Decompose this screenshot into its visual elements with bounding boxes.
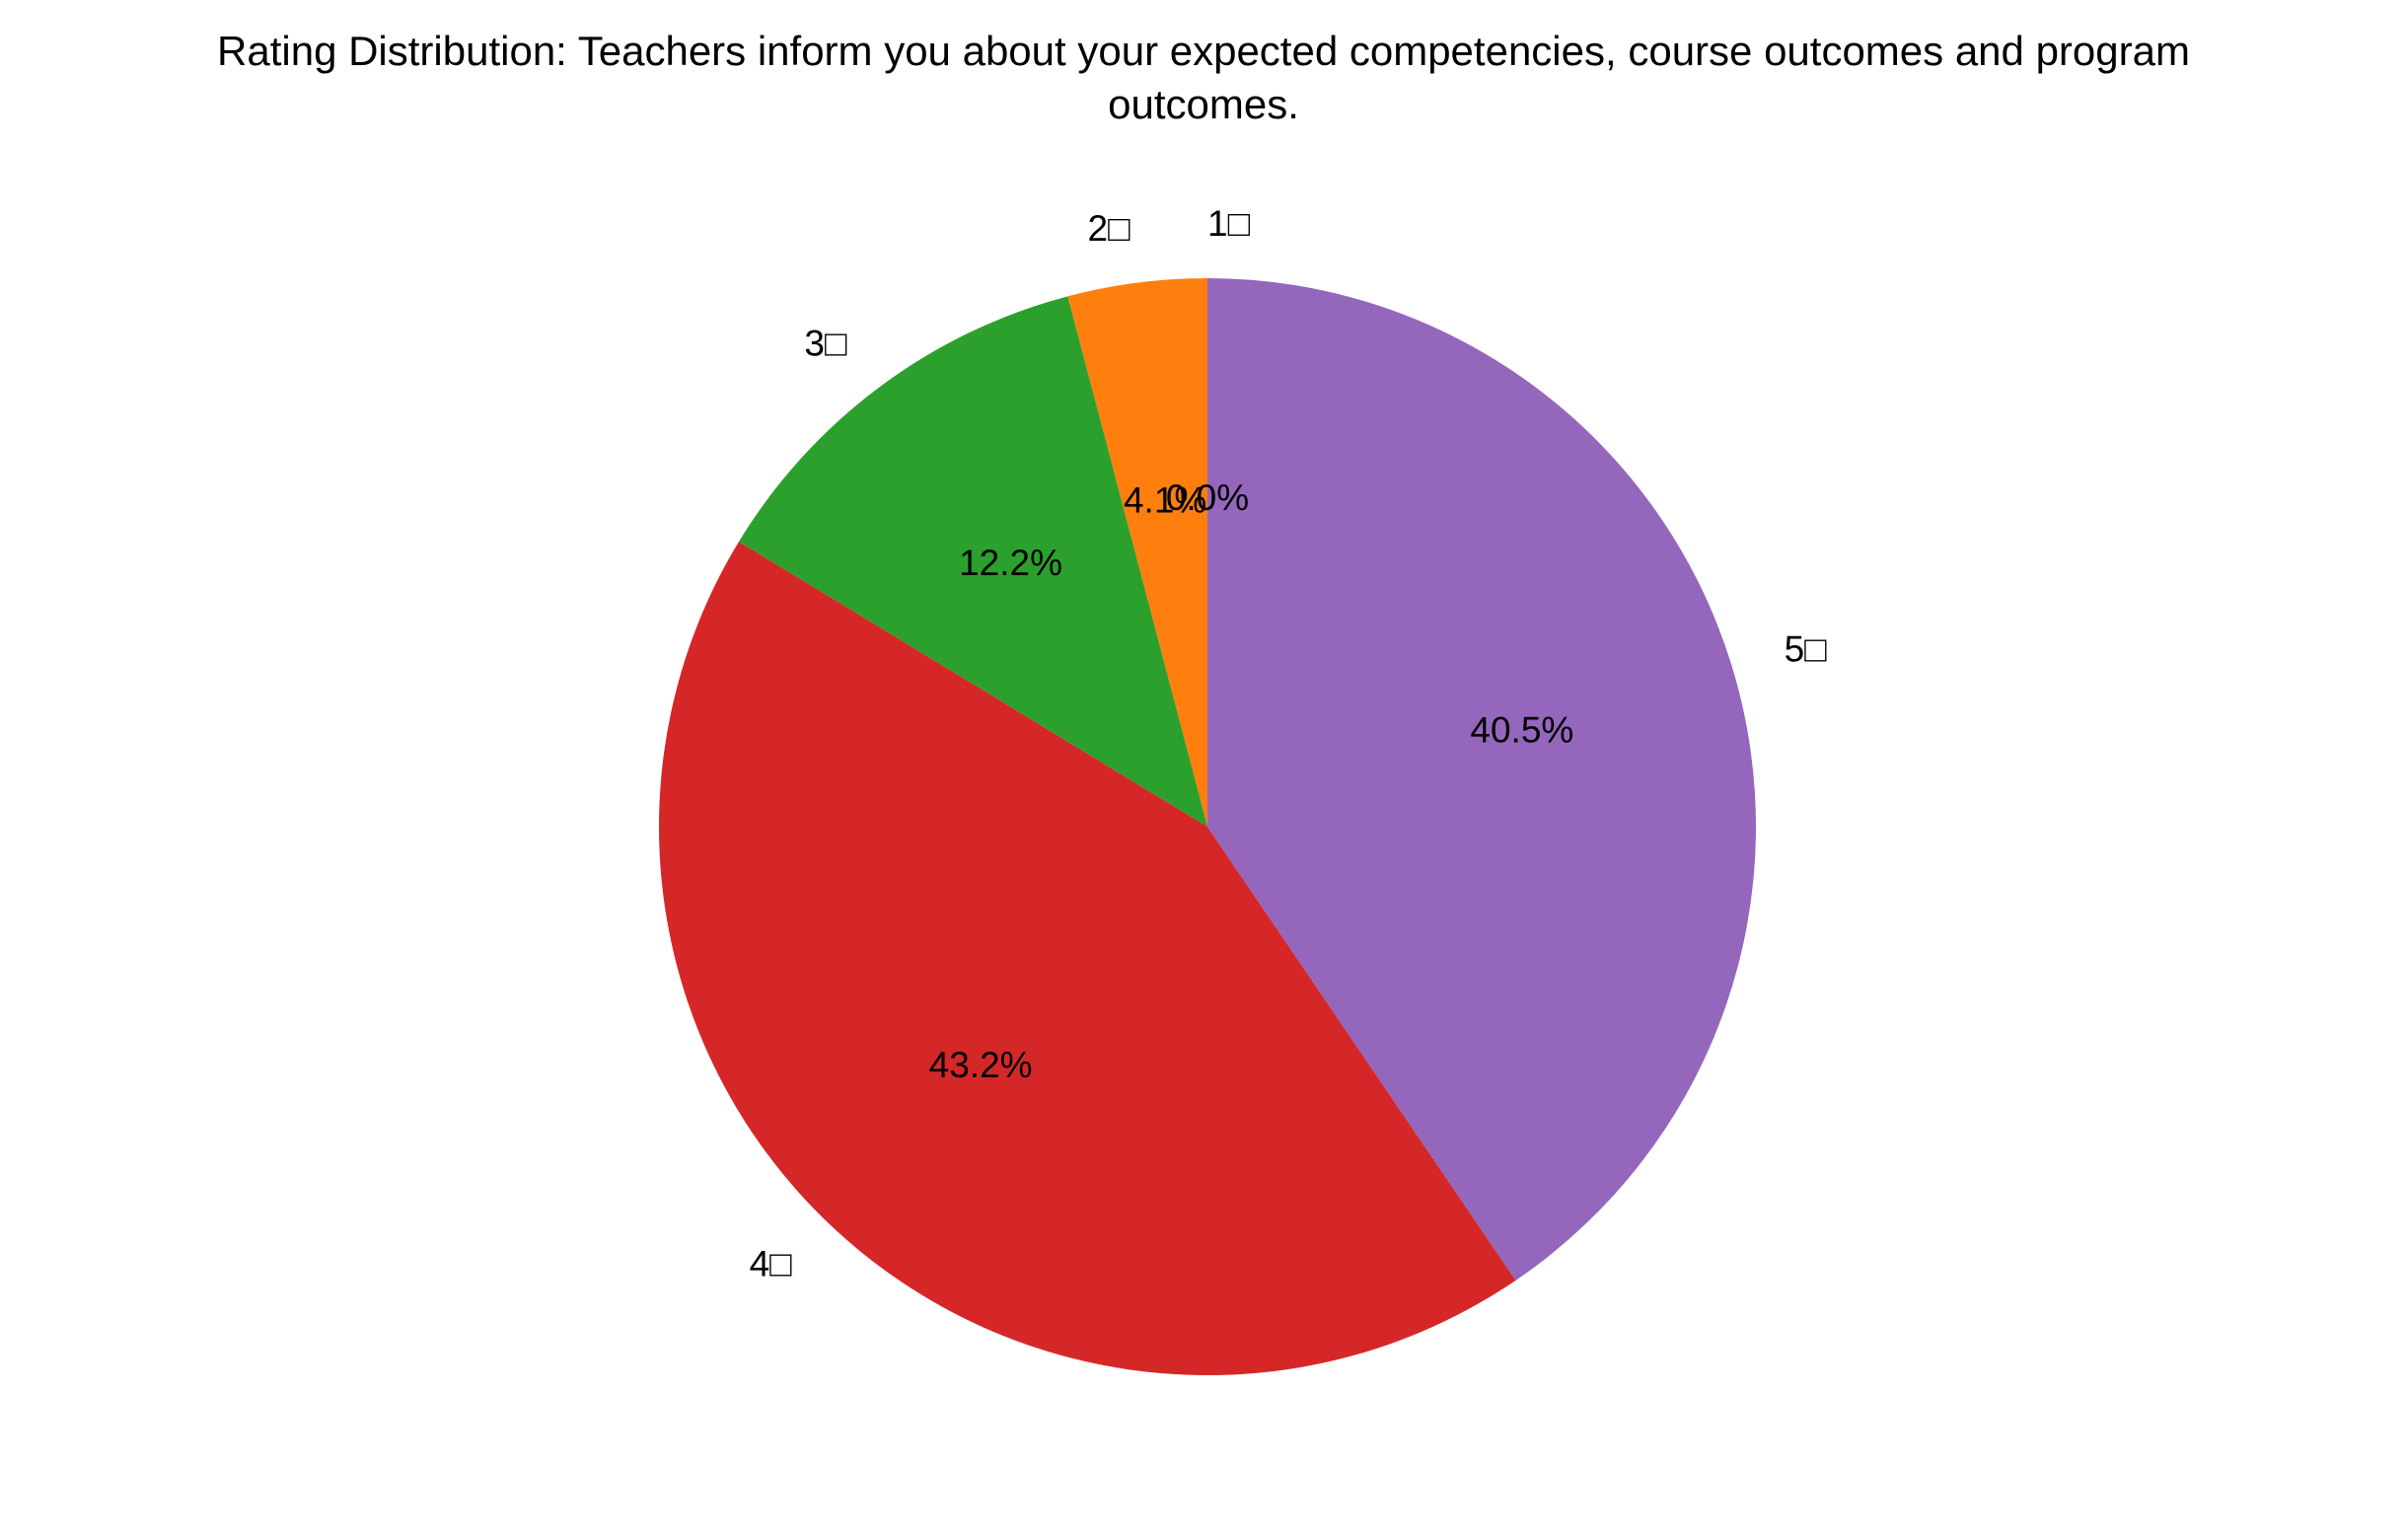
slice-label-4: 4□ — [750, 1244, 793, 1284]
chart-title-line-2: outcomes. — [1108, 81, 1299, 127]
pie-slices — [658, 278, 1756, 1376]
slice-label-2: 2□ — [1088, 208, 1131, 249]
slice-pct-4: 43.2% — [929, 1045, 1033, 1085]
pie-labels: 1□ 0.0% 2□ 4.1% 3□ 12.2% 4□ 43.2% 5□ 40.5% — [750, 203, 1828, 1284]
chart-title-line-1: Rating Distribution: Teachers inform you… — [217, 28, 2190, 74]
pie-slice-5 — [1207, 278, 1756, 1281]
slice-pct-5: 40.5% — [1470, 709, 1573, 750]
slice-pct-3: 12.2% — [959, 543, 1062, 583]
pie-slice-4 — [658, 541, 1516, 1376]
pie-slice-2 — [1067, 278, 1207, 827]
slice-pct-2: 4.1% — [1124, 480, 1206, 521]
pie-slice-3 — [739, 296, 1207, 827]
slice-label-1: 1□ — [1207, 203, 1251, 244]
slice-label-3: 3□ — [804, 323, 847, 363]
slice-pct-1: 0.0% — [1166, 477, 1249, 518]
slice-label-5: 5□ — [1785, 629, 1828, 670]
